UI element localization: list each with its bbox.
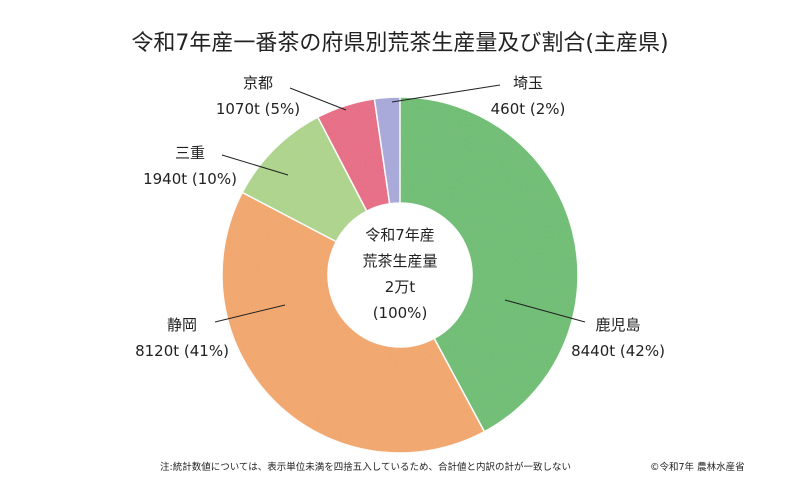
- leader-line-kagoshima: [504, 299, 586, 323]
- leader-line-kyoto: [289, 87, 347, 111]
- slice-label-saitama: 埼玉: [513, 74, 543, 92]
- slice-label-shizuoka: 静岡: [167, 316, 197, 334]
- slice-label-mie: 三重: [175, 144, 205, 162]
- leader-line-saitama: [391, 84, 501, 103]
- footnote: 注:統計数値については、表示単位未満を四捨五入しているため、合計値と内訳の計が一…: [160, 461, 571, 473]
- slice-value-kagoshima: 8440t (42%): [571, 342, 665, 360]
- pie-slice-shizuoka: [221, 191, 486, 454]
- center-label-total: 2万t: [385, 278, 416, 296]
- copyright: ©令和7年 農林水産省: [650, 461, 745, 473]
- center-label-line1: 令和7年産: [365, 226, 435, 244]
- pie-slices: [221, 96, 579, 454]
- slice-label-kyoto: 京都: [243, 74, 273, 92]
- leader-lines: [214, 84, 586, 323]
- chart-title: 令和7年産一番茶の府県別荒茶生産量及び割合(主産県): [131, 31, 668, 56]
- pie-slice-kagoshima: [399, 96, 579, 433]
- slice-value-mie: 1940t (10%): [143, 170, 237, 188]
- leader-line-shizuoka: [214, 304, 286, 323]
- center-label-line2: 荒茶生産量: [362, 252, 437, 270]
- slice-value-kyoto: 1070t (5%): [216, 100, 300, 118]
- center-label-percent: (100%): [373, 304, 428, 322]
- slice-labels: 鹿児島 8440t (42%) 静岡 8120t (41%) 三重 1940t (10%)…: [135, 74, 665, 360]
- slice-value-saitama: 460t (2%): [491, 100, 566, 118]
- pie-slice-saitama: [373, 96, 401, 205]
- slice-label-kagoshima: 鹿児島: [595, 316, 640, 334]
- slice-value-shizuoka: 8120t (41%): [135, 342, 229, 360]
- leader-line-mie: [221, 154, 289, 176]
